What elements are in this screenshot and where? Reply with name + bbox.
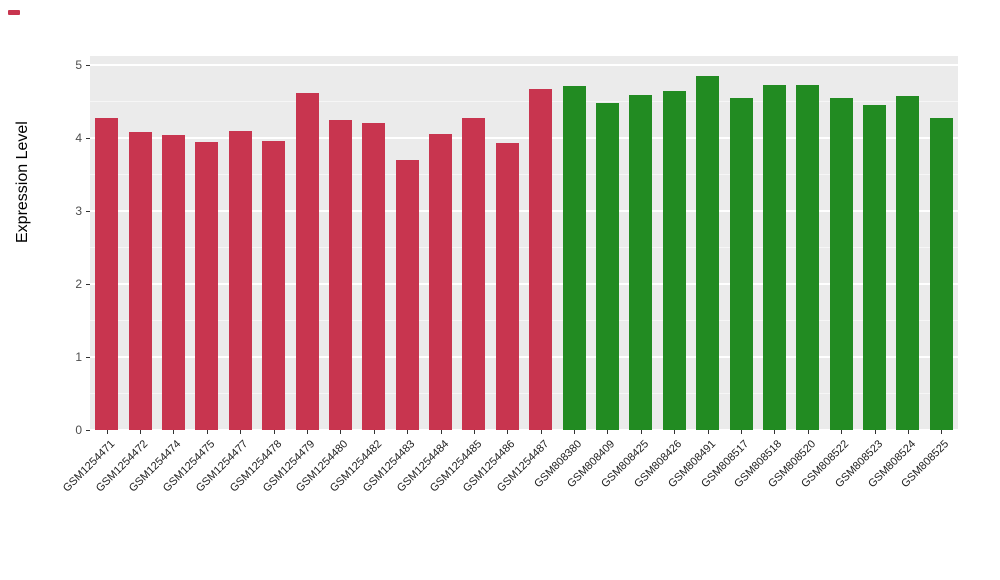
x-tick-mark	[774, 430, 775, 434]
major-gridline	[90, 283, 958, 285]
minor-gridline	[90, 247, 958, 248]
y-tick-mark	[86, 211, 90, 212]
x-tick-mark	[941, 430, 942, 434]
minor-gridline	[90, 101, 958, 102]
y-tick-label: 5	[75, 58, 82, 72]
cropped-red-mark	[8, 10, 20, 15]
x-tick-mark	[908, 430, 909, 434]
x-tick-mark	[641, 430, 642, 434]
bar	[195, 142, 218, 430]
x-tick-mark	[574, 430, 575, 434]
y-tick-label: 4	[75, 131, 82, 145]
x-tick-mark	[173, 430, 174, 434]
bar	[830, 98, 853, 430]
bar	[462, 118, 485, 430]
bar	[129, 132, 152, 430]
x-tick-mark	[674, 430, 675, 434]
major-gridline	[90, 137, 958, 139]
bar	[329, 120, 352, 430]
bar	[863, 105, 886, 430]
x-tick-mark	[140, 430, 141, 434]
y-tick-mark	[86, 138, 90, 139]
major-gridline	[90, 356, 958, 358]
minor-gridline	[90, 393, 958, 394]
x-tick-mark	[875, 430, 876, 434]
minor-gridline	[90, 320, 958, 321]
bar	[95, 118, 118, 430]
bar	[362, 123, 385, 430]
bar	[796, 85, 819, 430]
y-tick-label: 1	[75, 350, 82, 364]
x-category-label-text: GSM808525	[899, 438, 952, 491]
y-tick-mark	[86, 430, 90, 431]
x-tick-mark	[374, 430, 375, 434]
bar	[563, 86, 586, 430]
bar	[262, 141, 285, 430]
x-tick-mark	[808, 430, 809, 434]
x-tick-mark	[274, 430, 275, 434]
bar	[930, 118, 953, 430]
y-tick-label: 2	[75, 277, 82, 291]
bar	[296, 93, 319, 430]
y-tick-label: 0	[75, 423, 82, 437]
x-tick-mark	[607, 430, 608, 434]
x-tick-mark	[107, 430, 108, 434]
x-tick-mark	[240, 430, 241, 434]
major-gridline	[90, 210, 958, 212]
y-tick-mark	[86, 65, 90, 66]
major-gridline	[90, 429, 958, 431]
x-tick-mark	[407, 430, 408, 434]
major-gridline	[90, 64, 958, 66]
bar	[696, 76, 719, 430]
x-tick-mark	[708, 430, 709, 434]
x-tick-mark	[340, 430, 341, 434]
y-tick-label: 3	[75, 204, 82, 218]
x-tick-mark	[841, 430, 842, 434]
minor-gridline	[90, 174, 958, 175]
x-tick-mark	[507, 430, 508, 434]
bar	[229, 131, 252, 430]
x-tick-mark	[441, 430, 442, 434]
bar	[763, 85, 786, 430]
y-tick-mark	[86, 284, 90, 285]
x-category-label: GSM808525	[783, 438, 951, 490]
bar	[629, 95, 652, 430]
x-tick-mark	[207, 430, 208, 434]
plot-panel	[90, 56, 958, 431]
x-tick-mark	[307, 430, 308, 434]
x-tick-mark	[541, 430, 542, 434]
bar	[396, 160, 419, 430]
bar	[162, 135, 185, 430]
bar	[596, 103, 619, 430]
x-tick-mark	[741, 430, 742, 434]
bar	[896, 96, 919, 430]
bar	[730, 98, 753, 430]
y-tick-mark	[86, 357, 90, 358]
bar	[496, 143, 519, 430]
bar	[663, 91, 686, 430]
bar	[529, 89, 552, 430]
bar	[429, 134, 452, 430]
x-tick-mark	[474, 430, 475, 434]
